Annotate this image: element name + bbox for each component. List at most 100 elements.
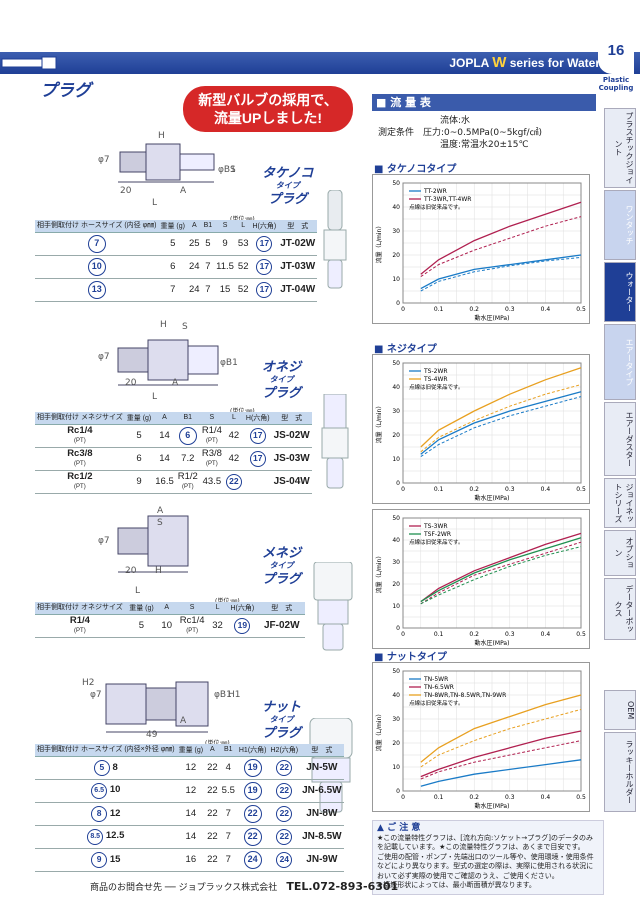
dim-20: 20	[125, 378, 137, 388]
y-tick-label: 40	[392, 384, 400, 391]
page-category: Plastic Coupling	[598, 76, 634, 92]
x-tick-label: 0.3	[505, 631, 515, 638]
dim-20: 20	[125, 566, 137, 576]
series-title: JOPLA W series for Water	[449, 54, 600, 71]
side-tab[interactable]: エアーダスター	[604, 402, 636, 476]
x-axis-label: 動水圧(MPa)	[475, 802, 510, 810]
dim-l: L	[152, 198, 158, 208]
unit-note: (単位:㎜)	[205, 738, 230, 747]
table-row: R1/4 (PT) 5 10 Rc1/4 (PT) 32 19 JF-02W	[35, 614, 305, 638]
dim-h: H	[155, 566, 162, 576]
dim-phib: φB1	[214, 690, 232, 700]
spec-table-meneji: 相手側取付け オネジサイズ 重量 (g) A S L H(六角) 型 式 R1/4 (PT) 5…	[35, 602, 305, 638]
y-axis-label: 流量（L/min）	[375, 223, 383, 264]
dim-phi: φ7	[98, 155, 110, 165]
dotted-note: 点線は旧従来品です。	[409, 538, 463, 546]
x-tick-label: 0	[401, 631, 405, 638]
y-axis-label: 流量（L/min）	[375, 711, 383, 752]
dim-s: S	[230, 165, 236, 175]
x-tick-label: 0.4	[541, 794, 551, 801]
y-tick-label: 20	[392, 581, 400, 588]
cross-section-3	[110, 510, 230, 584]
x-axis-label: 動水圧(MPa)	[475, 494, 510, 502]
plot-frame	[402, 182, 582, 304]
side-tab[interactable]: ウォーター	[604, 262, 636, 322]
dim-phi: φ7	[90, 690, 102, 700]
dim-h: H	[158, 131, 165, 141]
y-tick-label: 0	[396, 300, 400, 307]
promo-banner: 新型バルブの採用で、 流量UPしました!	[183, 86, 353, 132]
x-tick-label: 0.1	[434, 486, 444, 493]
dim-a: A	[180, 716, 187, 726]
legend-label: TS-3WR	[423, 523, 448, 530]
y-tick-label: 10	[392, 276, 400, 283]
dim-h2: H2	[82, 678, 95, 688]
table-row: Rc3/8 (PT) 6 14 7.2 R3/8 (PT) 42 17 JS-03W	[35, 447, 312, 471]
dim-s: S	[182, 322, 188, 332]
page-title: プラグ	[40, 81, 91, 100]
x-tick-label: 0.4	[541, 486, 551, 493]
table-row: Rc1/2 (PT) 9 16.5 R1/2 (PT) 43.5 22 JS-04W	[35, 470, 312, 494]
y-tick-label: 30	[392, 408, 400, 415]
dim-l: L	[152, 392, 158, 402]
legend-label: TT-3WR,TT-4WR	[423, 196, 471, 203]
dotted-note: 点線は旧従来品です。	[409, 699, 463, 707]
old-series-line	[420, 256, 582, 292]
y-tick-label: 20	[392, 432, 400, 439]
type-label-oneji: オネジ タイプ プラグ	[262, 359, 302, 400]
old-series-line	[420, 541, 582, 605]
x-tick-label: 0.2	[469, 306, 479, 313]
x-tick-label: 0.1	[434, 794, 444, 801]
side-tab[interactable]: オプション	[604, 530, 636, 576]
series-line	[420, 730, 582, 778]
series-line	[420, 537, 582, 603]
unit-note: (単位:㎜)	[230, 406, 255, 415]
x-tick-label: 0.2	[469, 794, 479, 801]
table-row: 8 12 14 22 7 22 22 JN-8W	[35, 802, 344, 826]
side-tab[interactable]: OEM	[604, 690, 636, 730]
side-tab[interactable]: ラッキーホルダー	[604, 732, 636, 812]
dim-20: 20	[120, 186, 132, 196]
y-axis-label: 流量（L/min）	[375, 403, 383, 444]
x-tick-label: 0.5	[576, 631, 586, 638]
x-tick-label: 0	[401, 306, 405, 313]
table-row: 6.5 10 12 22 5.5 19 22 JN-6.5W	[35, 779, 344, 803]
old-series-line	[420, 396, 582, 458]
x-tick-label: 0.5	[576, 794, 586, 801]
dim-phib: φB1	[218, 165, 236, 175]
x-tick-label: 0.5	[576, 306, 586, 313]
page-number: 16	[598, 40, 634, 74]
spec-table-oneji: 相手側取付け メネジサイズ 重量 (g) A B1 S L H(六角) 型 式 Rc1/4 (P…	[35, 412, 312, 494]
plot-frame	[402, 517, 582, 629]
dotted-note: 点線は旧従来品です。	[409, 203, 463, 211]
old-series-line	[420, 708, 582, 768]
x-tick-label: 0.3	[505, 794, 515, 801]
y-tick-label: 50	[392, 515, 400, 522]
series-line	[420, 759, 582, 787]
dim-a: A	[180, 186, 187, 196]
plot-frame	[402, 362, 582, 484]
legend-label: TS-4WR	[423, 376, 448, 383]
x-tick-label: 0.4	[541, 631, 551, 638]
y-tick-label: 30	[392, 559, 400, 566]
y-tick-label: 20	[392, 252, 400, 259]
side-tab[interactable]: ワンタッチ	[604, 190, 636, 260]
y-tick-label: 10	[392, 456, 400, 463]
flow-chart: 0 10 20 30 40 50 0 0.1 0.2 0.3 0.4 0.5 動水圧(MPa) 流量（L/…	[372, 174, 590, 324]
x-tick-label: 0.1	[434, 306, 444, 313]
side-tab[interactable]: エアータイプ	[604, 324, 636, 400]
side-tab[interactable]: データーボックス	[604, 578, 636, 640]
chart-title: ■ ナットタイプ	[374, 652, 447, 663]
flow-chart: 0 10 20 30 40 50 0 0.1 0.2 0.3 0.4 0.5 動水圧(MPa) 流量（L/…	[372, 509, 590, 649]
dim-h1: H1	[228, 690, 241, 700]
x-tick-label: 0.1	[434, 631, 444, 638]
product-image-1	[318, 189, 354, 294]
side-tab[interactable]: ジョイネットシリーズ	[604, 478, 636, 528]
old-series-line	[420, 546, 582, 605]
chart-title: ■ ネジタイプ	[374, 344, 437, 355]
side-tab[interactable]: プラスチックジョイント	[604, 108, 636, 188]
legend-label: TS-2WR	[423, 368, 448, 375]
caution-note: ▲ ご 注 意 ★この流量特性グラフは、[流れ方向:ソケット→プラグ]のデータの…	[372, 820, 604, 895]
y-tick-label: 0	[396, 625, 400, 632]
table-row: Rc1/4 (PT) 5 14 6 R1/4 (PT) 42 17 JS-02W	[35, 424, 312, 448]
